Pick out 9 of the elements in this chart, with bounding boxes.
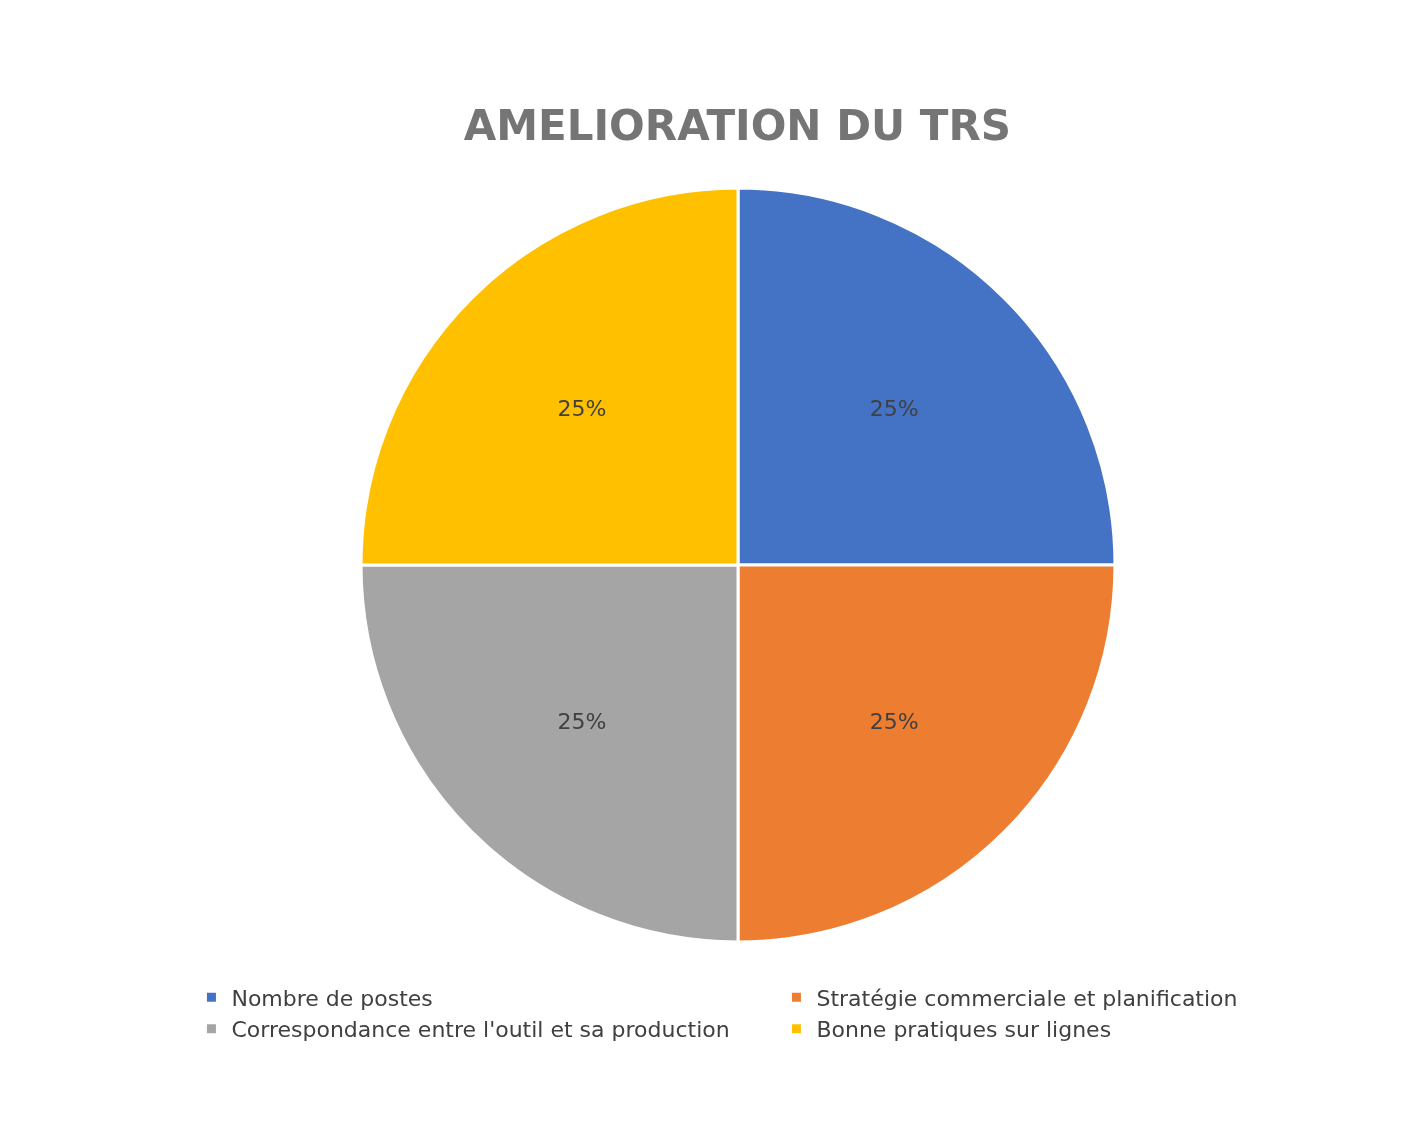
legend-label: Nombre de postes (231, 985, 433, 1011)
legend-label: Correspondance entre l'outil et sa production (231, 1017, 730, 1043)
chart-title: AMELIORATION DU TRS (463, 101, 1011, 151)
data-label: 25% (869, 396, 919, 422)
legend-label: Bonne pratiques sur lignes (816, 1017, 1112, 1043)
legend-label: Stratégie commerciale et planification (816, 985, 1238, 1011)
data-label: 25% (557, 708, 607, 734)
data-label: 25% (869, 708, 919, 734)
data-label: 25% (557, 396, 607, 422)
